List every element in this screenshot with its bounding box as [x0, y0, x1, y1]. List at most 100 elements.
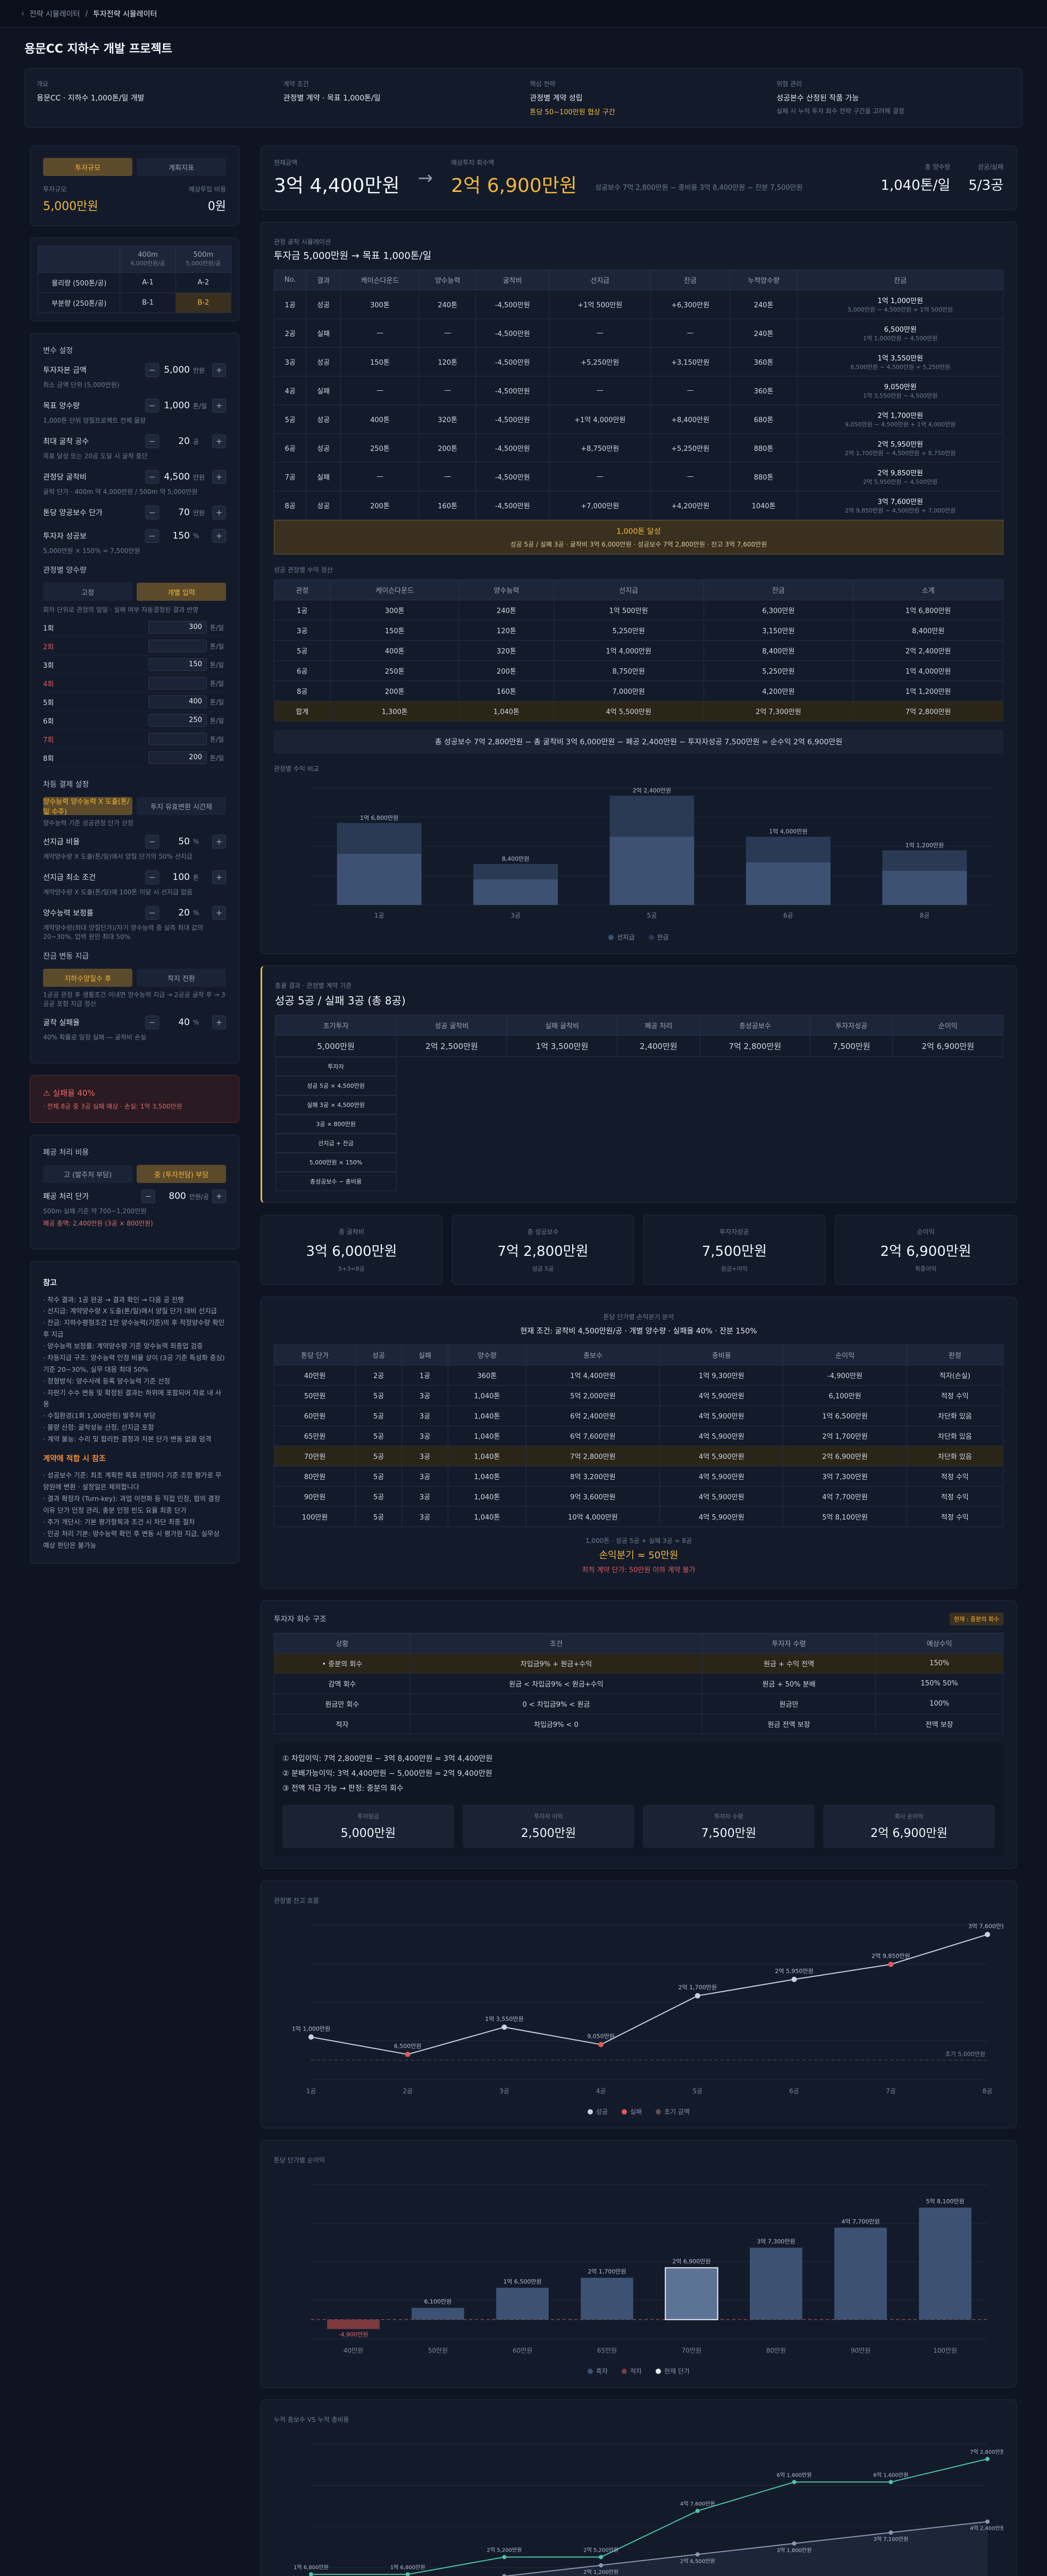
table-cell: 1,040톤 [448, 1405, 526, 1426]
table-cell: • 중분의 회수 [274, 1653, 411, 1674]
column-header: 톤당 단가 [273, 1345, 356, 1365]
field-unit: % [193, 532, 199, 540]
decrement-button[interactable]: − [145, 434, 159, 448]
field-unit: 톤/일 [193, 402, 207, 410]
cost-value[interactable]: 800 [169, 1191, 186, 1202]
toggle-option[interactable]: 중 (투자전담) 부담 [137, 1165, 226, 1183]
rank-input[interactable]: 250 [148, 714, 207, 727]
table-cell[interactable]: A-2 [175, 272, 232, 293]
increment-button[interactable]: + [212, 1189, 226, 1203]
result-value: 2,400만원 [640, 1042, 677, 1051]
data-label: 1억 3,550만원 [485, 2016, 523, 2023]
rank-input[interactable]: 400 [148, 695, 207, 708]
structure-caption: 투자자 회수 구조 [274, 1615, 327, 1624]
increment-button[interactable]: + [212, 906, 226, 920]
structure-panel: 투자자 회수 구조 현재 : 중분의 회수 상황 조건 투자자 수령 예상수익 • 중분… [261, 1600, 1017, 1869]
fail-rate-value[interactable]: 40 [178, 1017, 190, 1028]
balance-formula: 5,000만원 − 4,500만원 + 1억 500만원 [848, 306, 953, 313]
field-unit: 톤 [193, 874, 199, 882]
column-header: 판정 [906, 1345, 1004, 1365]
rank-input[interactable]: 300 [148, 621, 207, 634]
rank-input[interactable]: 200 [148, 751, 207, 764]
field-value[interactable]: 50 [178, 836, 190, 847]
drill-panel: 관정 굴착 시뮬레이션 투자금 5,000만원 → 목표 1,000톤/일 No… [261, 222, 1017, 954]
field-value[interactable]: 5,000 [164, 365, 190, 375]
field-unit: 공 [193, 438, 199, 446]
increment-button[interactable]: + [212, 870, 226, 884]
legend-item: 적자 [622, 2367, 642, 2376]
bar-prepay [882, 870, 967, 905]
warn-title: 실패율 40% [53, 1088, 95, 1098]
table-cell[interactable]: B-2 [175, 292, 232, 313]
toggle-option[interactable]: 계획지표 [137, 158, 226, 176]
increment-button[interactable]: + [212, 434, 226, 448]
decrement-button[interactable]: − [145, 870, 159, 884]
well-no: 1공 [273, 290, 307, 319]
increment-button[interactable]: + [212, 529, 226, 543]
decrement-button[interactable]: − [145, 906, 159, 920]
legend-item: 흑자 [587, 2367, 608, 2376]
column-header: 순이익 [892, 1015, 1003, 1036]
toggle-option[interactable]: 투지 유효변환 시간제 [137, 797, 226, 815]
decrement-button[interactable]: − [145, 506, 159, 519]
toggle-option[interactable]: 투자규모 [43, 158, 132, 176]
data-label: 4억 7,700만원 [841, 2218, 880, 2225]
status-badge: 성공 [306, 290, 341, 319]
toggle-option[interactable]: 양수능력 양수능력 X 도출(톤/일 수주) [43, 797, 132, 816]
increment-button[interactable]: + [212, 363, 226, 377]
x-tick-label: 70만원 [682, 2347, 701, 2354]
table-cell: 7억 2,800만원 [853, 701, 1003, 721]
increment-button[interactable]: + [212, 470, 226, 484]
project-summary: 개요 용문CC · 지하수 1,000톤/일 개발 계약 조건 관정별 계약 · 목표… [24, 68, 1023, 128]
toggle-option[interactable]: 개별 입력 [137, 583, 226, 601]
x-tick-label: 5공 [647, 912, 657, 919]
strategy-toggle: 양수능력 양수능력 X 도출(톤/일 수주) 투지 유효변환 시간제 [43, 797, 226, 816]
breadcrumb-back[interactable]: 전략 시뮬레이터 [29, 10, 80, 19]
balance-formula: 2억 9,850만원 − 4,500만원 + 7,000만원 [845, 507, 956, 514]
mini-label: 투자자 수령 [714, 1813, 743, 1820]
increment-button[interactable]: + [212, 399, 226, 413]
page-title: 용문CC 지하수 개발 프로젝트 [24, 43, 172, 56]
table-cell: 2억 1,700만원 9,050만원 − 4,500만원 + 1억 4,000만원 [797, 405, 1003, 434]
toggle-option[interactable]: 고 (발주처 부담) [43, 1165, 132, 1183]
table-cell: 5,250만원 [703, 660, 854, 681]
table-cell[interactable]: B-1 [120, 292, 176, 313]
rank-input[interactable] [148, 677, 207, 690]
field-value[interactable]: 1,000 [164, 400, 190, 411]
table-cell: 120톤 [419, 347, 476, 376]
table-row: 원금만 회수 0 < 차입금9% < 원금 원금만 100% [274, 1693, 1003, 1715]
field-value[interactable]: 20 [178, 908, 190, 918]
table-cell[interactable]: A-1 [120, 272, 176, 293]
decrement-button[interactable]: − [141, 1189, 155, 1203]
field-value[interactable]: 4,500 [164, 472, 190, 482]
decrement-button[interactable]: − [145, 1016, 159, 1029]
toggle-option[interactable]: 고정 [43, 583, 132, 601]
decrement-button[interactable]: − [145, 470, 159, 484]
increment-button[interactable]: + [212, 1016, 226, 1029]
decrement-button[interactable]: − [145, 529, 159, 543]
legend-item: 초기 금액 [656, 2107, 690, 2116]
data-label: 1억 4,000만원 [769, 828, 807, 835]
table-cell: 160톤 [459, 681, 554, 701]
field-value[interactable]: 70 [178, 507, 190, 518]
series-point [792, 2480, 797, 2485]
rank-input[interactable]: 150 [148, 658, 207, 671]
field-value[interactable]: 100 [172, 872, 190, 883]
toggle-option[interactable]: 지하수양질수 후 [43, 969, 132, 987]
decrement-button[interactable]: − [145, 363, 159, 377]
decrement-button[interactable]: − [145, 835, 159, 849]
table-cell: -4,500만원 [475, 405, 550, 434]
table-row: 100만원 5공 3공 1,040톤 10억 4,000만원 4억 5,900만원 5억 8… [273, 1506, 1004, 1527]
back-arrow-icon[interactable]: ‹ [21, 9, 24, 18]
toggle-option[interactable]: 착지 전환 [137, 969, 226, 987]
increment-button[interactable]: + [212, 835, 226, 849]
rank-input[interactable] [148, 733, 207, 745]
rank-input[interactable] [148, 640, 207, 652]
decrement-button[interactable]: − [145, 399, 159, 413]
series-point [985, 2457, 990, 2462]
field-value[interactable]: 150 [172, 531, 190, 541]
field-value[interactable]: 20 [178, 436, 190, 447]
legend-label: 잔금 [657, 934, 669, 941]
increment-button[interactable]: + [212, 506, 226, 519]
fail-rate-field: 굴착 실패율 −40% + 40% 확률로 일정 실패 — 굴착비 손실 [43, 1016, 226, 1042]
